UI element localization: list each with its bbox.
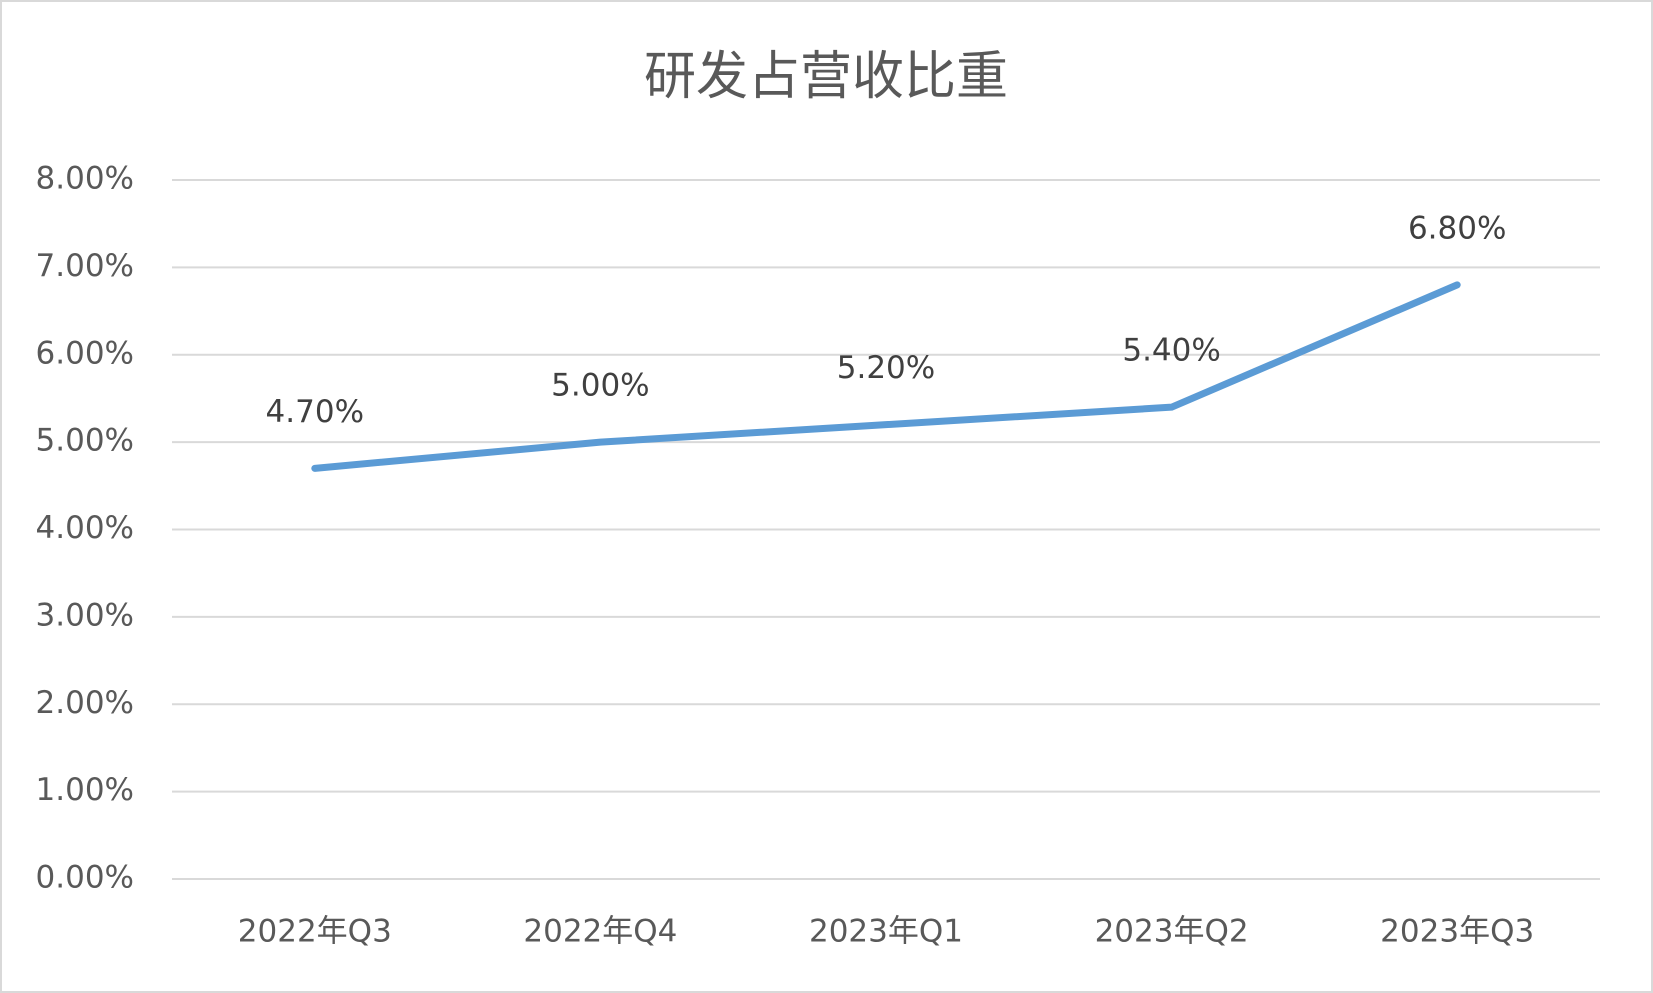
data-label: 5.40% bbox=[1122, 333, 1220, 369]
x-tick-label: 2023年Q3 bbox=[1380, 914, 1534, 950]
y-tick-label: 1.00% bbox=[36, 772, 134, 808]
x-tick-label: 2023年Q1 bbox=[809, 914, 963, 950]
data-label: 4.70% bbox=[266, 394, 364, 430]
chart-title: 研发占营收比重 bbox=[644, 47, 1008, 107]
x-tick-label: 2022年Q4 bbox=[523, 914, 677, 950]
y-tick-label: 2.00% bbox=[36, 685, 134, 721]
y-tick-label: 7.00% bbox=[36, 248, 134, 284]
x-tick-label: 2023年Q2 bbox=[1095, 914, 1249, 950]
y-tick-label: 6.00% bbox=[36, 335, 134, 371]
y-tick-label: 5.00% bbox=[36, 423, 134, 459]
y-tick-label: 0.00% bbox=[36, 860, 134, 896]
data-label: 5.00% bbox=[551, 368, 649, 404]
data-line bbox=[311, 281, 1461, 472]
y-tick-label: 3.00% bbox=[36, 597, 134, 633]
x-tick-label: 2022年Q3 bbox=[238, 914, 392, 950]
data-label: 5.20% bbox=[837, 350, 935, 386]
data-label: 6.80% bbox=[1408, 210, 1506, 246]
y-tick-label: 8.00% bbox=[36, 161, 134, 197]
y-tick-label: 4.00% bbox=[36, 510, 134, 546]
